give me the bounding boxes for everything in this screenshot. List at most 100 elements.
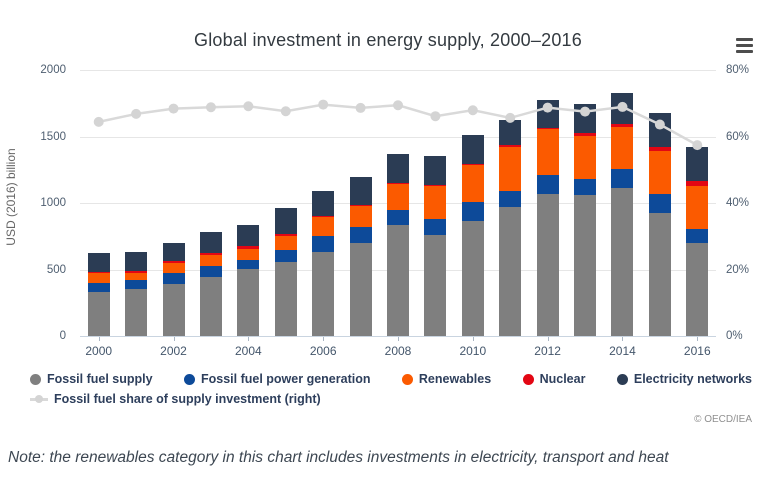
- hamburger-menu-icon[interactable]: [736, 38, 754, 54]
- bar-segment-2010-renewables[interactable]: [461, 165, 484, 202]
- bar-segment-2002-electricity-networks[interactable]: [162, 242, 185, 261]
- bar-segment-2005-fossil-fuel-supply[interactable]: [274, 261, 297, 336]
- bar-segment-2010-nuclear[interactable]: [461, 164, 484, 166]
- bar-segment-2013-renewables[interactable]: [574, 135, 597, 179]
- bar-segment-2011-fossil-fuel-supply[interactable]: [499, 207, 522, 336]
- bar-segment-2008-fossil-fuel-supply[interactable]: [387, 224, 409, 336]
- bar-segment-2014-nuclear[interactable]: [611, 124, 634, 127]
- bar-segment-2009-nuclear[interactable]: [424, 184, 447, 187]
- legend-item-fossil-fuel-share-of-supply-investment-right[interactable]: Fossil fuel share of supply investment (…: [30, 392, 321, 406]
- bar-segment-2004-nuclear[interactable]: [237, 246, 260, 249]
- bar-segment-2006-electricity-networks[interactable]: [312, 191, 335, 216]
- share-line-point-2015[interactable]: 2015 — Fossil fuel share of supply inves…: [654, 119, 665, 130]
- bar-segment-2001-fossil-fuel-power-generation[interactable]: [125, 280, 148, 289]
- bar-segment-2001-electricity-networks[interactable]: [125, 251, 148, 271]
- bar-segment-2011-fossil-fuel-power-generation[interactable]: [499, 190, 522, 208]
- bar-segment-2004-renewables[interactable]: [237, 248, 260, 261]
- share-line-point-2008[interactable]: 2008 — Fossil fuel share of supply inves…: [393, 100, 403, 111]
- bar-segment-2016-nuclear[interactable]: [686, 181, 709, 186]
- share-line-point-2007[interactable]: 2007 — Fossil fuel share of supply inves…: [355, 102, 366, 113]
- bar-segment-2012-fossil-fuel-supply[interactable]: [536, 193, 559, 336]
- bar-segment-2008-fossil-fuel-power-generation[interactable]: [387, 210, 409, 225]
- bar-segment-2011-nuclear[interactable]: [499, 144, 522, 148]
- bar-segment-2000-electricity-networks[interactable]: [87, 253, 110, 272]
- bar-segment-2000-fossil-fuel-power-generation[interactable]: [87, 282, 110, 292]
- bar-segment-2002-fossil-fuel-supply[interactable]: [162, 284, 185, 336]
- bar-segment-2006-fossil-fuel-supply[interactable]: [312, 251, 335, 336]
- bar-segment-2006-nuclear[interactable]: [312, 215, 335, 217]
- share-line-point-2006[interactable]: 2006 — Fossil fuel share of supply inves…: [318, 99, 329, 110]
- bar-segment-2000-fossil-fuel-supply[interactable]: [87, 291, 110, 336]
- bar-segment-2002-nuclear[interactable]: [162, 260, 185, 264]
- bar-segment-2016-fossil-fuel-power-generation[interactable]: [686, 228, 709, 243]
- bar-segment-2008-nuclear[interactable]: [387, 182, 409, 184]
- bar-segment-2016-fossil-fuel-supply[interactable]: [686, 242, 709, 336]
- fossil-fuel-share-line[interactable]: 2000 — Fossil fuel share of supply inves…: [80, 70, 716, 336]
- bar-segment-2016-electricity-networks[interactable]: [686, 147, 709, 182]
- bar-segment-2000-nuclear[interactable]: [87, 271, 110, 273]
- bar-segment-2001-renewables[interactable]: [125, 272, 148, 281]
- bar-segment-2015-renewables[interactable]: [648, 151, 671, 194]
- legend-item-electricity-networks[interactable]: Electricity networks: [616, 372, 752, 386]
- bar-segment-2007-fossil-fuel-power-generation[interactable]: [349, 226, 372, 243]
- bar-segment-2007-nuclear[interactable]: [349, 205, 372, 207]
- share-line-point-2013[interactable]: 2013 — Fossil fuel share of supply inves…: [580, 106, 591, 117]
- bar-segment-2012-electricity-networks[interactable]: [536, 99, 559, 128]
- bar-segment-2004-fossil-fuel-power-generation[interactable]: [237, 260, 260, 269]
- legend-item-nuclear[interactable]: Nuclear: [522, 372, 585, 386]
- share-line-point-2005[interactable]: 2005 — Fossil fuel share of supply inves…: [280, 106, 291, 117]
- bar-segment-2005-fossil-fuel-power-generation[interactable]: [274, 249, 297, 262]
- bar-segment-2013-nuclear[interactable]: [574, 133, 597, 136]
- bar-segment-2004-fossil-fuel-supply[interactable]: [237, 268, 260, 336]
- share-line-point-2000[interactable]: 2000 — Fossil fuel share of supply inves…: [93, 116, 104, 127]
- bar-segment-2014-fossil-fuel-supply[interactable]: [611, 187, 634, 336]
- bar-segment-2005-nuclear[interactable]: [274, 233, 297, 237]
- bar-segment-2012-renewables[interactable]: [536, 128, 559, 175]
- bar-segment-2002-fossil-fuel-power-generation[interactable]: [162, 273, 185, 285]
- bar-segment-2009-electricity-networks[interactable]: [424, 156, 447, 185]
- bar-segment-2013-fossil-fuel-supply[interactable]: [574, 195, 597, 336]
- bar-segment-2011-electricity-networks[interactable]: [499, 120, 522, 145]
- bar-segment-2007-electricity-networks[interactable]: [349, 177, 372, 206]
- share-line-point-2010[interactable]: 2010 — Fossil fuel share of supply inves…: [467, 105, 478, 116]
- share-line-point-2014[interactable]: 2014 — Fossil fuel share of supply inves…: [617, 101, 628, 112]
- share-line-point-2001[interactable]: 2001 — Fossil fuel share of supply inves…: [131, 108, 142, 119]
- bar-segment-2007-fossil-fuel-supply[interactable]: [349, 242, 372, 336]
- bar-segment-2010-fossil-fuel-supply[interactable]: [461, 220, 484, 336]
- bar-segment-2013-fossil-fuel-power-generation[interactable]: [574, 178, 597, 196]
- share-line-point-2011[interactable]: 2011 — Fossil fuel share of supply inves…: [505, 112, 516, 123]
- share-line-point-2004[interactable]: 2004 — Fossil fuel share of supply inves…: [243, 101, 254, 112]
- bar-segment-2011-renewables[interactable]: [499, 147, 522, 191]
- bar-segment-2004-electricity-networks[interactable]: [237, 224, 260, 247]
- bar-segment-2001-fossil-fuel-supply[interactable]: [125, 288, 148, 336]
- bar-segment-2014-renewables[interactable]: [611, 126, 634, 170]
- legend-item-fossil-fuel-supply[interactable]: Fossil fuel supply: [30, 372, 153, 386]
- share-line-point-2002[interactable]: 2002 — Fossil fuel share of supply inves…: [168, 103, 179, 114]
- bar-segment-2016-renewables[interactable]: [686, 185, 709, 229]
- bar-segment-2003-nuclear[interactable]: [199, 253, 222, 255]
- bar-segment-2009-renewables[interactable]: [424, 186, 447, 219]
- share-line-point-2009[interactable]: 2009 — Fossil fuel share of supply inves…: [430, 111, 441, 122]
- bar-segment-2009-fossil-fuel-power-generation[interactable]: [424, 218, 447, 235]
- bar-segment-2015-fossil-fuel-power-generation[interactable]: [648, 193, 671, 213]
- bar-segment-2003-fossil-fuel-supply[interactable]: [199, 276, 222, 336]
- bar-segment-2010-fossil-fuel-power-generation[interactable]: [461, 201, 484, 221]
- bar-segment-2003-renewables[interactable]: [199, 254, 222, 266]
- bar-segment-2005-renewables[interactable]: [274, 236, 297, 250]
- bar-segment-2012-nuclear[interactable]: [536, 127, 559, 129]
- legend-item-fossil-fuel-power-generation[interactable]: Fossil fuel power generation: [184, 372, 370, 386]
- bar-segment-2000-renewables[interactable]: [87, 272, 110, 283]
- share-line-point-2016[interactable]: 2016 — Fossil fuel share of supply inves…: [692, 140, 703, 151]
- bar-segment-2010-electricity-networks[interactable]: [461, 134, 484, 165]
- share-line-point-2012[interactable]: 2012 — Fossil fuel share of supply inves…: [542, 102, 553, 113]
- bar-segment-2015-nuclear[interactable]: [648, 147, 671, 151]
- bar-segment-2014-fossil-fuel-power-generation[interactable]: [611, 169, 634, 188]
- bar-segment-2012-fossil-fuel-power-generation[interactable]: [536, 174, 559, 194]
- bar-segment-2005-electricity-networks[interactable]: [274, 208, 297, 234]
- bar-segment-2008-renewables[interactable]: [387, 184, 409, 211]
- bar-segment-2001-nuclear[interactable]: [125, 270, 148, 273]
- bar-segment-2015-fossil-fuel-supply[interactable]: [648, 212, 671, 336]
- legend-item-renewables[interactable]: Renewables: [401, 372, 491, 386]
- bar-segment-2003-fossil-fuel-power-generation[interactable]: [199, 265, 222, 277]
- bar-segment-2002-renewables[interactable]: [162, 263, 185, 274]
